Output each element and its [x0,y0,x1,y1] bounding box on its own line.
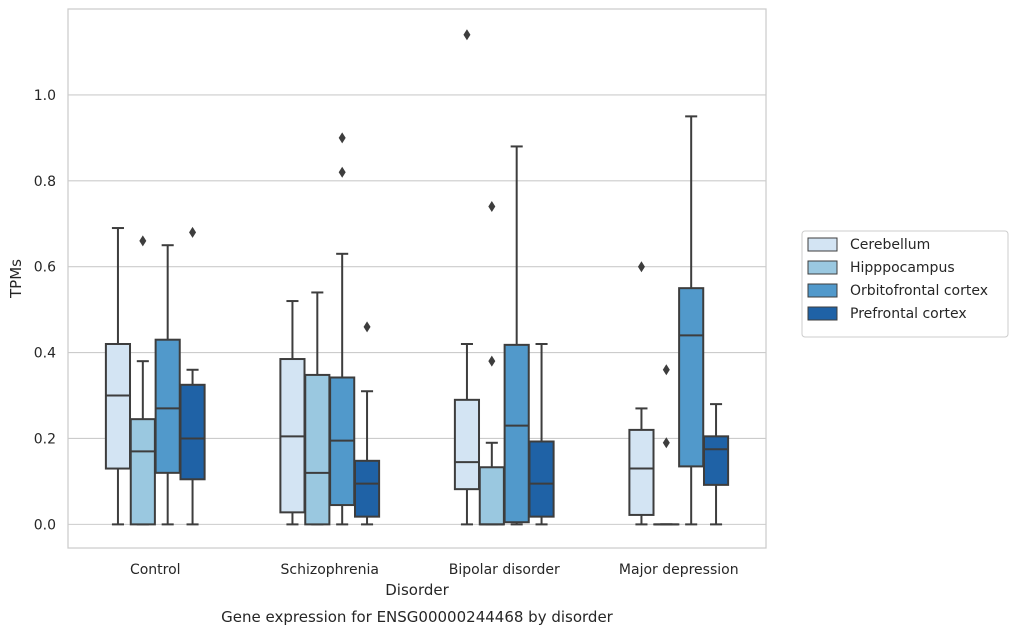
box-iqr [478,466,505,526]
box-orbitofrontal-cortex [503,145,530,526]
outlier-point [488,355,496,367]
box-iqr [353,459,381,518]
legend-label: Cerebellum [850,237,930,253]
y-tick-label: 1.0 [34,88,56,104]
box-hipppocampus [478,201,505,526]
box-hipppocampus [304,291,331,526]
box-prefrontal-cortex [702,403,730,526]
box-cerebellum [279,300,306,526]
outlier-point [338,166,346,178]
y-tick-label: 0.0 [34,517,56,533]
outlier-point [662,437,670,449]
y-axis-ticks: 0.0 0.2 0.4 0.6 0.8 1.0 [34,88,56,533]
box-iqr [179,383,206,481]
box-cerebellum [104,227,132,526]
box-prefrontal-cortex [528,342,555,526]
outlier-point [189,226,197,238]
box-cerebellum [453,29,481,526]
box-iqr [702,435,730,486]
outlier-point [463,29,471,41]
outlier-point [139,235,147,247]
outlier-point [637,261,645,273]
x-axis-ticks: Control Schizophrenia Bipolar disorder Majo… [130,562,739,578]
legend-frame [801,230,1009,338]
legend-label: Orbitofrontal cortex [850,283,988,299]
box-iqr [678,287,705,468]
legend-label: Hipppocampus [850,260,955,276]
box-prefrontal-cortex [179,226,206,526]
y-axis-label: TPMs [7,259,25,299]
x-tick-label: Schizophrenia [281,562,379,578]
box-orbitofrontal-cortex [678,115,705,526]
x-tick-label: Major depression [619,562,739,578]
y-tick-label: 0.4 [34,346,56,362]
box-cerebellum [628,261,655,526]
x-tick-label: Bipolar disorder [449,562,560,578]
box-iqr [304,373,331,526]
outlier-point [488,201,496,213]
legend-swatch [807,237,838,252]
box-iqr [628,428,655,516]
box-orbitofrontal-cortex [154,244,181,526]
x-axis-label: Disorder [385,581,449,599]
box-iqr [154,338,181,474]
box-iqr [503,343,530,524]
box-hipppocampus [653,364,680,526]
outlier-point [363,321,371,333]
box-orbitofrontal-cortex [329,132,356,526]
legend-swatch [807,283,838,298]
y-tick-label: 0.2 [34,431,56,447]
legend-swatch [807,306,838,321]
chart-title: Gene expression for ENSG00000244468 by d… [221,608,614,626]
plot-area-frame [67,8,767,549]
box-hipppocampus [129,235,156,526]
box-iqr [528,440,555,518]
box-iqr [104,342,132,470]
box-prefrontal-cortex [353,321,381,526]
legend-label: Prefrontal cortex [850,306,967,322]
outlier-point [662,364,670,376]
legend-swatch [807,260,838,275]
box-iqr [129,418,156,526]
x-tick-label: Control [130,562,181,578]
y-tick-label: 0.8 [34,174,56,190]
legend: Cerebellum Hipppocampus Orbitofrontal cort… [801,230,1009,338]
y-tick-label: 0.6 [34,260,56,276]
box-iqr [453,398,481,491]
outlier-point [338,132,346,144]
box-series [104,29,730,526]
